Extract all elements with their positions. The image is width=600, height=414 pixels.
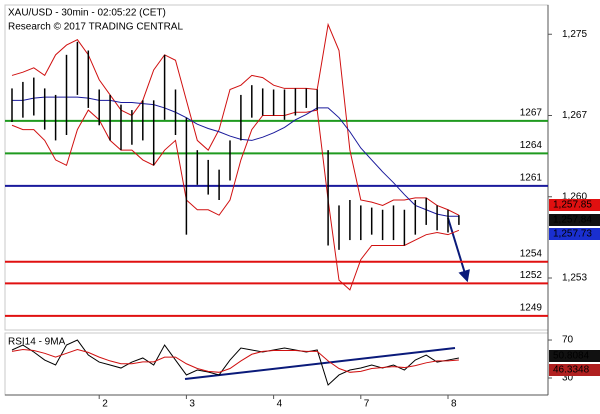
y-tick-label: 1,275 xyxy=(562,29,587,40)
value-label: 46.3348 xyxy=(553,365,590,376)
price-label: 1,257.84 xyxy=(553,215,592,226)
chart-subtitle: Research © 2017 TRADING CENTRAL xyxy=(8,22,183,33)
price-label-box xyxy=(549,214,600,226)
level-label: 1267 xyxy=(520,108,543,119)
series-line xyxy=(12,96,459,217)
x-tick-label: 4 xyxy=(277,399,283,410)
series-line xyxy=(11,109,460,291)
level-label: 1252 xyxy=(520,270,543,281)
value-label: 50.8084 xyxy=(553,351,590,362)
rsi-trendline xyxy=(184,347,456,380)
rsi-title: RSI14 - 9MA xyxy=(8,337,66,348)
x-tick-label: 7 xyxy=(364,399,370,410)
price-label: 1,257.85 xyxy=(553,200,592,211)
y-tick-label: 70 xyxy=(562,335,574,346)
series-line xyxy=(11,348,459,373)
level-label: 1249 xyxy=(520,303,543,314)
level-label: 1261 xyxy=(520,173,543,184)
price-label-box xyxy=(549,228,600,240)
value-label-box xyxy=(549,350,600,362)
chart-title: XAU/USD - 30min - 02:05:22 (CET) xyxy=(8,8,166,19)
y-tick-label: 1,267 xyxy=(562,110,587,121)
y-tick-label: 1,253 xyxy=(562,273,587,284)
x-tick-label: 3 xyxy=(189,399,195,410)
x-tick-label: 2 xyxy=(102,399,108,410)
price-label-box xyxy=(549,199,600,211)
price-label: 1,257.73 xyxy=(553,229,592,240)
y-tick-label: 30 xyxy=(562,373,574,384)
y-tick-label: 1,260 xyxy=(562,191,587,202)
forecast-arrow xyxy=(447,217,470,283)
level-label: 1254 xyxy=(520,248,543,259)
series-line xyxy=(11,22,460,216)
value-label-box xyxy=(549,364,600,376)
x-tick-label: 8 xyxy=(451,399,457,410)
level-label: 1264 xyxy=(520,140,543,151)
